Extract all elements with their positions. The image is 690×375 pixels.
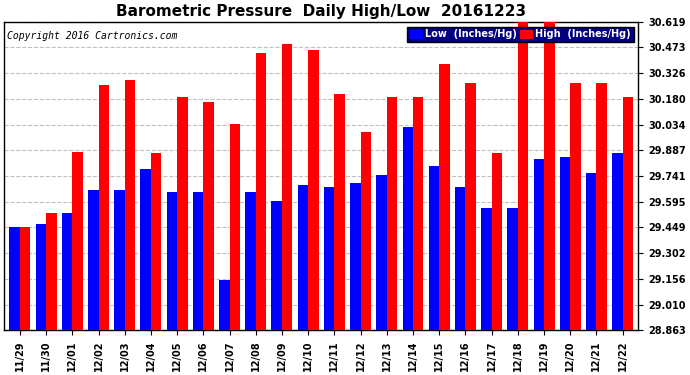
Bar [428, 166, 440, 330]
Text: Copyright 2016 Cartronics.com: Copyright 2016 Cartronics.com [8, 31, 178, 41]
Bar [46, 213, 57, 330]
Bar [350, 183, 361, 330]
Bar [491, 153, 502, 330]
Bar [20, 227, 30, 330]
Bar [440, 64, 450, 330]
Bar [88, 190, 99, 330]
Bar [560, 157, 570, 330]
Legend: Low  (Inches/Hg), High  (Inches/Hg): Low (Inches/Hg), High (Inches/Hg) [407, 27, 633, 42]
Bar [230, 123, 240, 330]
Bar [507, 208, 518, 330]
Bar [271, 201, 282, 330]
Bar [361, 132, 371, 330]
Bar [481, 208, 491, 330]
Bar [125, 80, 135, 330]
Bar [622, 97, 633, 330]
Bar [282, 44, 293, 330]
Bar [72, 152, 83, 330]
Bar [167, 192, 177, 330]
Bar [151, 153, 161, 330]
Bar [402, 127, 413, 330]
Bar [586, 173, 596, 330]
Bar [612, 153, 622, 330]
Bar [245, 192, 256, 330]
Bar [533, 159, 544, 330]
Bar [376, 174, 387, 330]
Bar [297, 185, 308, 330]
Bar [62, 213, 72, 330]
Bar [36, 224, 46, 330]
Bar [204, 102, 214, 330]
Bar [455, 187, 465, 330]
Title: Barometric Pressure  Daily High/Low  20161223: Barometric Pressure Daily High/Low 20161… [116, 4, 526, 19]
Bar [219, 280, 230, 330]
Bar [518, 21, 529, 330]
Bar [10, 227, 20, 330]
Bar [177, 97, 188, 330]
Bar [99, 85, 109, 330]
Bar [465, 83, 476, 330]
Bar [141, 169, 151, 330]
Bar [335, 94, 345, 330]
Bar [256, 53, 266, 330]
Bar [387, 97, 397, 330]
Bar [413, 97, 424, 330]
Bar [324, 187, 335, 330]
Bar [570, 83, 581, 330]
Bar [115, 190, 125, 330]
Bar [544, 21, 555, 330]
Bar [308, 50, 319, 330]
Bar [596, 83, 607, 330]
Bar [193, 192, 204, 330]
